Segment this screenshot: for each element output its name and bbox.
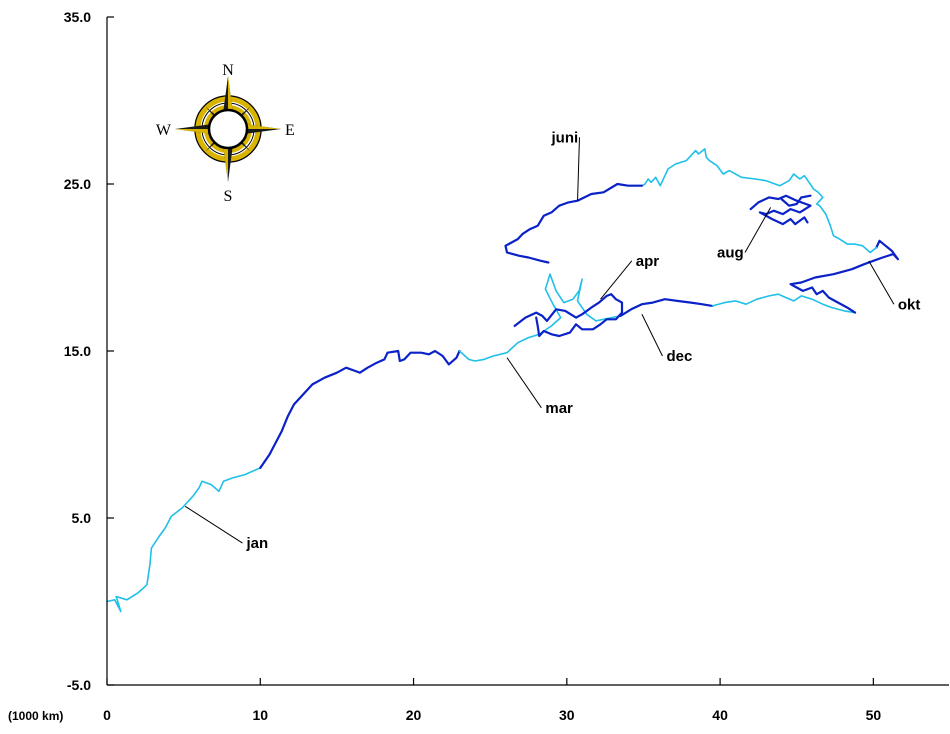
- annotation-juni: juni: [550, 129, 578, 146]
- annotation-leader-jan: [184, 505, 243, 544]
- series-line-5: [711, 293, 856, 314]
- annotation-leader-aug: [744, 207, 772, 253]
- annotation-leader-juni: [577, 137, 580, 201]
- annotation-aug: aug: [717, 244, 744, 261]
- x-tick-label: 40: [712, 707, 728, 723]
- annotation-leader-mar: [506, 357, 542, 409]
- x-tick-label: 10: [252, 707, 268, 723]
- y-tick-label: -5.0: [67, 677, 91, 693]
- axes: 0 10 20 30 40 50 35.0 25.0 15.0 5.0 -5.0: [64, 9, 949, 723]
- y-tick-label: 25.0: [64, 176, 91, 192]
- series-line-1: [106, 467, 262, 613]
- annotation-leader-dec: [641, 314, 663, 357]
- compass-south-label: S: [224, 188, 233, 205]
- series-line-11: [780, 194, 812, 207]
- series-line-8: [504, 182, 643, 264]
- compass-north-label: N: [222, 62, 234, 79]
- track-series: [106, 148, 899, 613]
- series-line-9: [513, 293, 624, 338]
- x-tick-label: 0: [103, 707, 111, 723]
- series-line-3: [458, 273, 622, 362]
- compass-west-label: W: [156, 122, 172, 139]
- annotation-dec: dec: [666, 348, 692, 365]
- annotation-leader-apr: [600, 260, 633, 300]
- month-annotations: jan mar apr juni aug okt dec: [184, 129, 921, 552]
- series-line-10: [749, 194, 812, 226]
- annotation-okt: okt: [898, 296, 921, 313]
- y-tick-label: 5.0: [72, 510, 92, 526]
- series-line-4: [619, 298, 714, 317]
- x-unit-label: (1000 km): [8, 709, 63, 723]
- series-line-2: [259, 349, 461, 469]
- y-tick-label: 15.0: [64, 343, 91, 359]
- series-line-7: [641, 148, 878, 254]
- x-tick-label: 20: [406, 707, 422, 723]
- y-tick-label: 35.0: [64, 9, 91, 25]
- annotation-leader-okt: [868, 260, 895, 305]
- annotation-mar: mar: [545, 400, 573, 417]
- compass-east-label: E: [285, 122, 295, 139]
- annotation-apr: apr: [636, 253, 660, 270]
- x-tick-label: 30: [559, 707, 575, 723]
- annotation-jan: jan: [245, 535, 268, 552]
- compass-rose-icon: N S E W: [156, 62, 295, 205]
- series-line-6: [789, 239, 899, 314]
- x-tick-label: 50: [866, 707, 882, 723]
